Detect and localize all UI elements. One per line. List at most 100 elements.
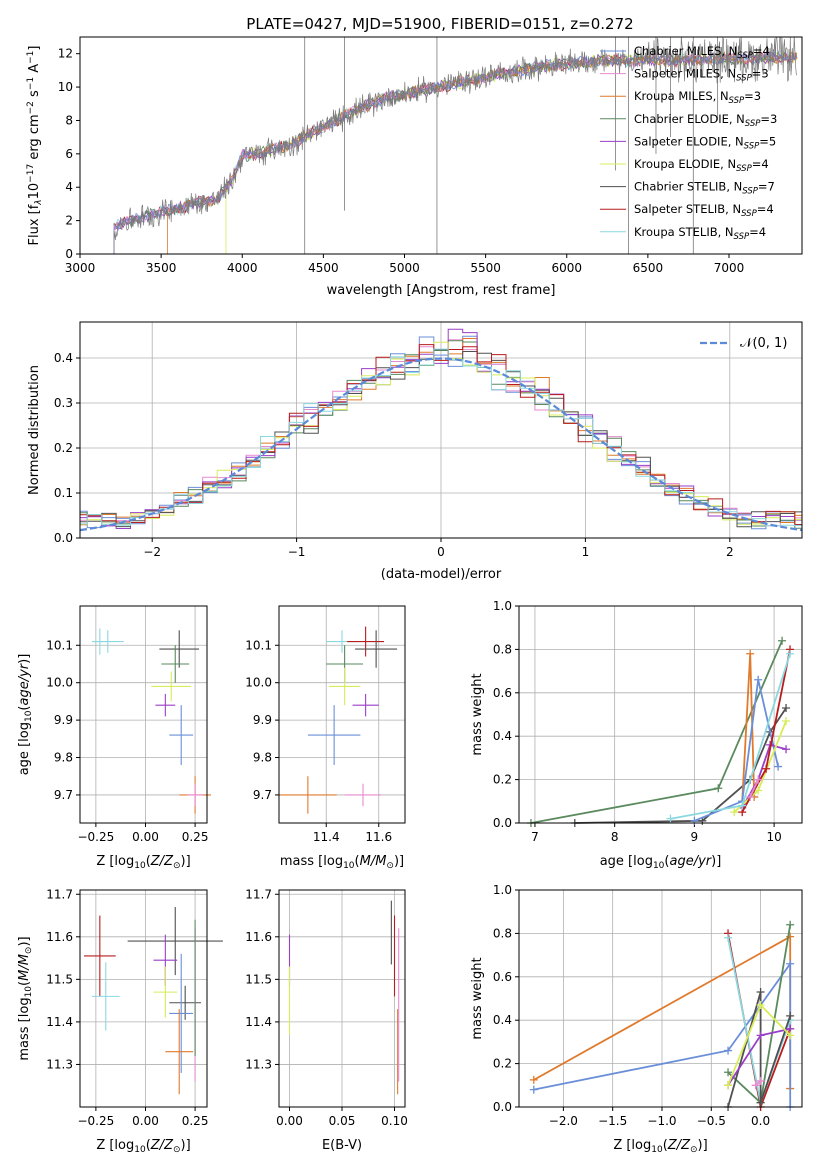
- mass-weight-marker: [756, 987, 765, 996]
- mass-weight-marker: [782, 745, 791, 754]
- x-tick-label: 0.25: [182, 830, 209, 844]
- y-tick-label: 0.6: [493, 686, 512, 700]
- legend-entry: 𝒩(0, 1): [740, 336, 787, 351]
- errorbar-point: [355, 630, 398, 668]
- y-tick-label: 10.0: [245, 676, 272, 690]
- observed-spectrum-line: [113, 37, 798, 254]
- y-tick-label: 9.7: [253, 788, 272, 802]
- y-tick-label: 10.0: [46, 676, 73, 690]
- mass-weight-marker: [756, 1031, 765, 1040]
- mass-weight-line: [694, 679, 779, 822]
- errorbar-point: [352, 693, 379, 717]
- errorbar-point: [153, 966, 178, 1018]
- mass-weight-marker: [754, 775, 763, 784]
- mass-weight-marker: [529, 1075, 538, 1084]
- mass-weight-marker: [730, 808, 739, 817]
- mass-weight-marker: [738, 801, 747, 810]
- mass-weight-marker: [786, 920, 795, 929]
- x-tick-label: 0.00: [132, 830, 159, 844]
- model-spectrum-line: [113, 50, 798, 254]
- x-tick-label: 6000: [551, 261, 582, 275]
- mass-weight-marker: [666, 814, 675, 823]
- y-tick-label: 2: [65, 214, 73, 228]
- mass-weight-marker: [756, 1098, 765, 1107]
- x-axis-label: wavelength [Angstrom, rest frame]: [327, 283, 556, 298]
- errorbar-point: [165, 1009, 194, 1095]
- mass-weight-marker: [754, 675, 763, 684]
- mass-weight-marker: [724, 933, 733, 942]
- mass-weight-marker: [762, 764, 771, 773]
- y-tick-label: 11.6: [46, 930, 73, 944]
- y-tick-label: 0.0: [493, 816, 512, 830]
- y-tick-label: 11.3: [245, 1057, 272, 1071]
- y-tick-label: 0.1: [54, 486, 73, 500]
- errorbar-point: [91, 630, 124, 653]
- mass-weight-marker: [754, 786, 763, 795]
- axes-frame: [79, 321, 803, 539]
- y-tick-label: 0.4: [54, 351, 73, 365]
- y-tick-label: 10: [58, 80, 73, 94]
- mass-weight-marker: [751, 1081, 760, 1090]
- x-tick-label: 11.4: [313, 830, 340, 844]
- mass-weight-marker: [529, 1085, 538, 1094]
- spectrum-title: PLATE=0427, MJD=51900, FIBERID=0151, z=0…: [246, 15, 633, 33]
- z-age-panel: −0.25 0.00 0.25 9.7 9.8 9.9 10.0 10.1 Z [log10(Z…: [17, 605, 211, 871]
- y-tick-label: 0.0: [493, 1100, 512, 1114]
- y-tick-label: 9.9: [54, 713, 73, 727]
- x-axis-label: E(B-V): [322, 1138, 362, 1153]
- axes-frame: [518, 605, 803, 824]
- residual-histogram: [80, 335, 802, 530]
- y-axis-label: Normed distribution: [27, 365, 42, 495]
- x-tick-label: −1: [288, 545, 306, 559]
- y-tick-label: 11.4: [245, 1015, 272, 1029]
- y-tick-label: 0.8: [493, 926, 512, 940]
- mass-weight-marker: [746, 792, 755, 801]
- y-tick-label: 10.1: [245, 638, 272, 652]
- gaussian-curve: [79, 357, 803, 532]
- legend-entry: Chabrier ELODIE, NSSP=3: [634, 112, 777, 129]
- legend-entry: Salpeter ELODIE, NSSP=5: [634, 134, 776, 151]
- x-tick-label: −0.25: [77, 830, 114, 844]
- y-tick-label: 0.2: [54, 441, 73, 455]
- axes-frame: [79, 605, 208, 824]
- mass-weight-marker: [786, 1031, 795, 1040]
- errorbar-point: [159, 630, 200, 668]
- y-tick-label: 10.1: [46, 638, 73, 652]
- y-tick-label: 12: [58, 47, 73, 61]
- mass-weight-marker: [774, 762, 783, 771]
- y-tick-label: 9.8: [253, 751, 272, 765]
- x-tick-label: 0.25: [182, 1114, 209, 1128]
- x-axis-label: mass [log10(M/M⊙)]: [280, 854, 404, 871]
- x-tick-label: 10: [766, 830, 781, 844]
- spectrum-panel: 3000 3500 4000 4500 5000 5500 6000 6500 7000 0 2 4 6…: [26, 36, 803, 298]
- x-tick-label: 2: [726, 545, 734, 559]
- y-tick-label: 11.4: [46, 1015, 73, 1029]
- age-weight-panel: 7 8 9 10 0.0 0.2 0.4 0.6 0.8 1.0 age [log10(age/yr…: [470, 599, 803, 871]
- errorbar-point: [347, 626, 384, 657]
- axes-frame: [278, 605, 406, 824]
- y-tick-label: 11.5: [46, 972, 73, 986]
- mass-weight-line: [727, 991, 792, 1108]
- y-axis-label: mass [log10(M/M⊙)]: [17, 936, 34, 1060]
- legend-entry: Kroupa MILES, NSSP=3: [634, 89, 761, 106]
- x-axis-label: Z [log10(Z/Z⊙)]: [96, 1138, 190, 1155]
- y-tick-label: 11.3: [46, 1057, 73, 1071]
- model-spectrum-line: [113, 50, 798, 254]
- x-axis-label: Z [log10(Z/Z⊙)]: [96, 854, 190, 871]
- x-tick-label: 0.00: [276, 1114, 303, 1128]
- y-tick-label: 9.7: [54, 788, 73, 802]
- y-tick-label: 0.2: [493, 773, 512, 787]
- y-tick-label: 0: [65, 247, 73, 261]
- x-tick-label: 5500: [470, 261, 501, 275]
- errorbar-point: [155, 693, 176, 717]
- x-tick-label: −1.0: [647, 1114, 676, 1128]
- mass-weight-line: [755, 1080, 762, 1086]
- y-tick-label: 6: [65, 147, 73, 161]
- y-tick-label: 1.0: [493, 883, 512, 897]
- x-tick-label: 9: [691, 830, 699, 844]
- x-axis-label: age [log10(age/yr)]: [600, 854, 722, 871]
- x-tick-label: 8: [611, 830, 619, 844]
- mass-weight-marker: [786, 1011, 795, 1020]
- errorbar-point: [279, 776, 337, 814]
